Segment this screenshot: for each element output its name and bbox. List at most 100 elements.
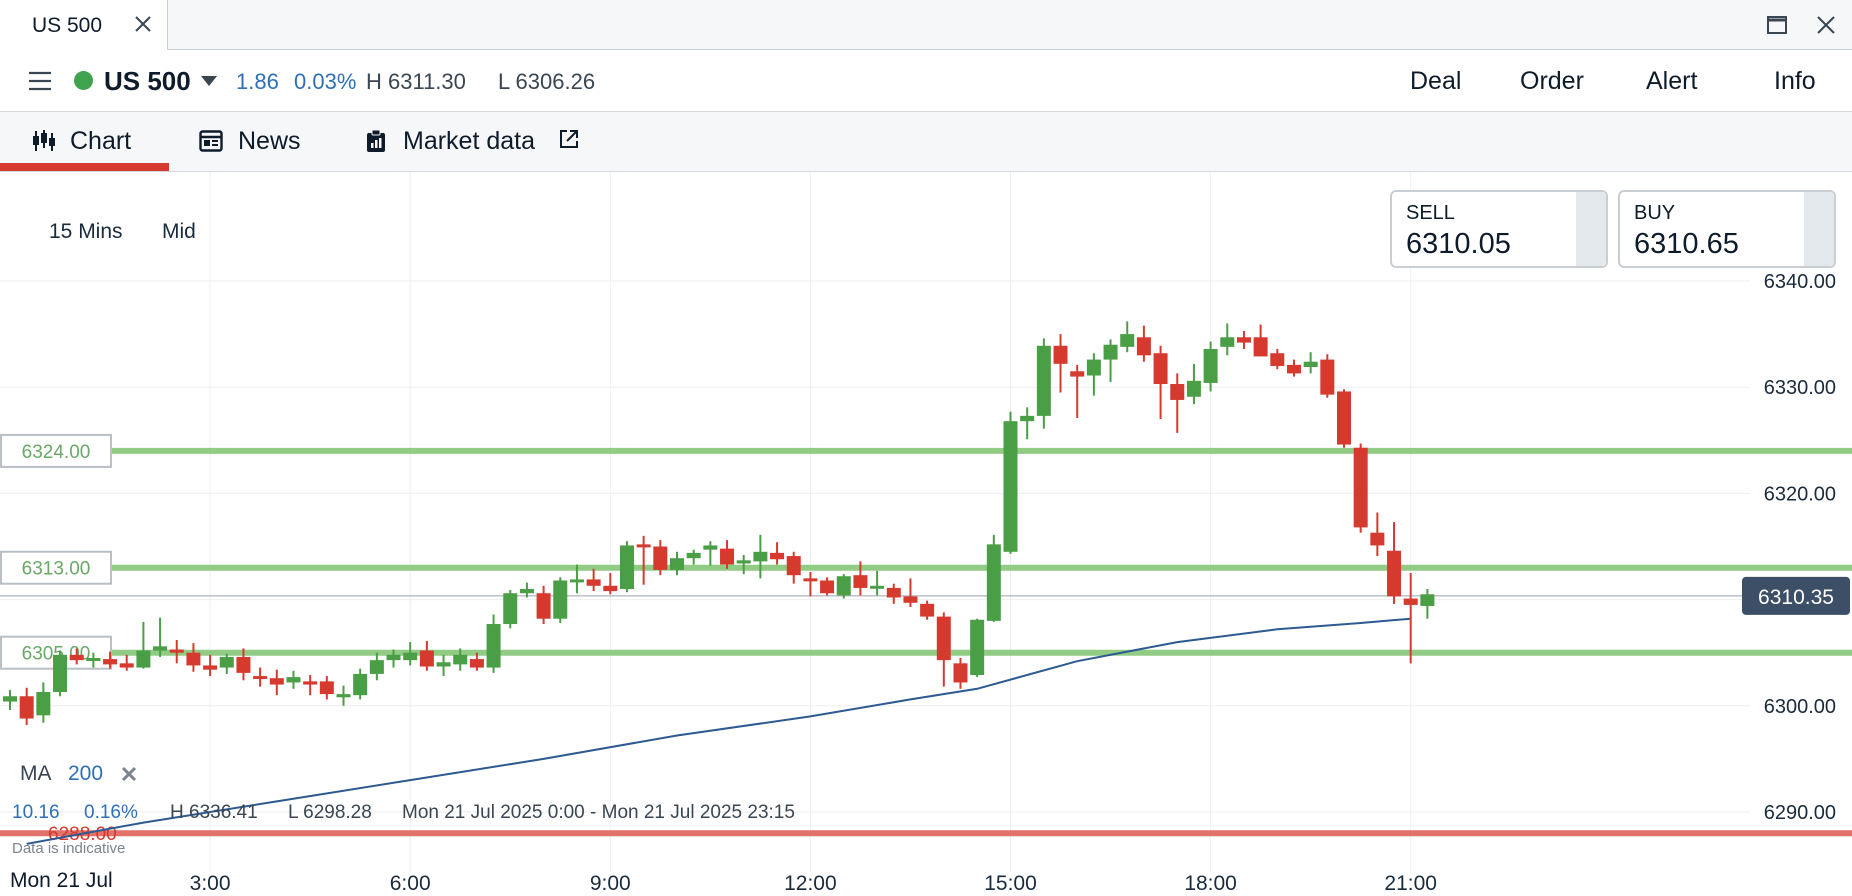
- candle-down: [1286, 364, 1301, 374]
- price-type-selector[interactable]: Mid: [162, 220, 196, 243]
- indicator-period[interactable]: 200: [68, 762, 104, 785]
- buy-button[interactable]: BUY 6310.65: [1618, 190, 1836, 268]
- session-change: 10.16: [12, 802, 60, 823]
- window-tab[interactable]: US 500: [0, 0, 168, 50]
- candle-up: [1086, 359, 1101, 376]
- candle-up: [436, 662, 451, 667]
- order-button[interactable]: Order: [1520, 67, 1584, 95]
- candle-up: [686, 552, 701, 559]
- session-change-pct: 0.16%: [84, 802, 138, 823]
- alert-button[interactable]: Alert: [1646, 67, 1698, 95]
- tab-news[interactable]: News: [190, 112, 320, 172]
- tab-market-data[interactable]: Market data: [360, 112, 590, 172]
- candle-down: [186, 652, 201, 666]
- candle-up: [386, 654, 401, 661]
- candle-down: [853, 575, 868, 588]
- candle-up: [353, 673, 368, 696]
- candle-up: [1003, 421, 1018, 552]
- candle-down: [119, 663, 134, 668]
- candle-up: [219, 656, 234, 668]
- level-tag-label: 6324.00: [22, 442, 91, 463]
- candle-up: [1203, 348, 1218, 383]
- candle-down: [69, 654, 84, 661]
- candle-down: [169, 649, 184, 653]
- candle-up: [369, 660, 384, 674]
- tab-chart[interactable]: Chart: [0, 112, 169, 172]
- chart-canvas[interactable]: 6340.00 6330.00 6320.00 6300.00 6290.00 3:00 6…: [0, 172, 1852, 896]
- candle-up: [1020, 415, 1035, 422]
- date-label: Mon 21 Jul: [10, 869, 113, 892]
- session-high: H 6336.41: [170, 802, 258, 823]
- x-tick-label: 3:00: [190, 872, 231, 895]
- x-tick-label: 9:00: [590, 872, 631, 895]
- candle-up: [503, 593, 518, 625]
- instrument-change-pct: 0.03%: [294, 69, 357, 94]
- candle-down: [203, 665, 218, 670]
- candle-up: [970, 619, 985, 676]
- sell-button[interactable]: SELL 6310.05: [1390, 190, 1608, 268]
- candle-down: [536, 593, 551, 619]
- candle-up: [403, 652, 418, 661]
- price-chart[interactable]: 6340.00 6330.00 6320.00 6300.00 6290.00 3:00 6…: [0, 172, 1852, 896]
- candle-up: [453, 654, 468, 665]
- session-low: L 6298.28: [288, 802, 372, 823]
- view-tabs: Chart News Market data: [0, 112, 1852, 172]
- sell-label: SELL: [1406, 202, 1455, 224]
- candle-up: [136, 650, 151, 668]
- candle-up: [1186, 380, 1201, 397]
- tab-chart-label: Chart: [70, 127, 132, 155]
- candle-up: [736, 560, 751, 564]
- candle-up: [53, 654, 68, 692]
- y-tick-label: 6330.00: [1764, 377, 1836, 399]
- candle-up: [286, 677, 301, 683]
- external-link-icon: [560, 130, 578, 148]
- candle-up: [153, 646, 168, 651]
- window-tab-title: US 500: [32, 14, 103, 37]
- instrument-name[interactable]: US 500: [104, 66, 191, 96]
- candle-up: [336, 694, 351, 698]
- candle-down: [1403, 598, 1418, 605]
- candle-down: [1320, 359, 1335, 395]
- candle-down: [1136, 337, 1151, 356]
- window-close-icon[interactable]: [1815, 14, 1837, 36]
- candle-down: [653, 546, 668, 570]
- maximize-icon[interactable]: [1766, 14, 1788, 36]
- candle-up: [3, 696, 17, 702]
- candle-up: [1420, 594, 1435, 606]
- close-icon[interactable]: [132, 13, 154, 35]
- session-range: Mon 21 Jul 2025 0:00 - Mon 21 Jul 2025 2…: [402, 802, 795, 823]
- hamburger-menu-icon[interactable]: [28, 70, 52, 92]
- tab-market-data-label: Market data: [403, 127, 536, 155]
- candle-down: [1170, 384, 1185, 400]
- candle-down: [103, 659, 118, 665]
- remove-indicator-icon[interactable]: [120, 765, 138, 783]
- candle-down: [469, 659, 484, 668]
- candle-down: [1253, 337, 1268, 357]
- candle-up: [569, 579, 584, 583]
- y-tick-label: 6340.00: [1764, 271, 1836, 293]
- candle-down: [303, 681, 318, 685]
- buy-price: 6310.65: [1634, 228, 1739, 260]
- candle-down: [586, 579, 601, 586]
- moving-average-line: [26, 617, 1411, 845]
- market-status-dot: [74, 71, 93, 90]
- active-tab-indicator: [0, 163, 169, 171]
- instrument-high: H 6311.30: [366, 69, 466, 94]
- candle-down: [603, 585, 618, 592]
- deal-button[interactable]: Deal: [1410, 67, 1462, 95]
- candle-down: [920, 603, 935, 617]
- x-tick-label: 21:00: [1384, 872, 1437, 895]
- candle-down: [1053, 345, 1068, 364]
- level-tag-label: 6313.00: [22, 559, 91, 580]
- y-tick-label: 6290.00: [1764, 802, 1836, 824]
- interval-selector[interactable]: 15 Mins: [49, 220, 123, 243]
- candle-down: [886, 587, 901, 598]
- chevron-down-icon[interactable]: [201, 76, 217, 86]
- candle-up: [486, 624, 501, 668]
- info-button[interactable]: Info: [1774, 67, 1816, 95]
- buy-label: BUY: [1634, 202, 1676, 224]
- level-tag: [0, 433, 112, 468]
- current-price-label: 6310.35: [1758, 586, 1834, 609]
- candle-down: [253, 676, 268, 680]
- candle-down: [269, 678, 284, 685]
